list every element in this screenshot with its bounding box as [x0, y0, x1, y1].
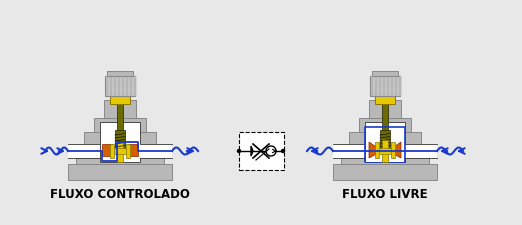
Bar: [369, 100, 401, 118]
Bar: [365, 127, 405, 162]
Bar: [134, 76, 136, 96]
Bar: [126, 144, 130, 158]
Bar: [122, 76, 124, 96]
Circle shape: [238, 149, 241, 153]
Bar: [366, 157, 404, 162]
Bar: [359, 118, 411, 132]
Circle shape: [281, 149, 284, 153]
Bar: [110, 148, 130, 154]
Bar: [110, 144, 114, 158]
Bar: [370, 76, 400, 96]
Bar: [405, 144, 437, 158]
Bar: [379, 76, 381, 96]
Polygon shape: [388, 142, 401, 158]
Bar: [375, 96, 395, 104]
Bar: [382, 140, 388, 162]
Bar: [84, 132, 156, 148]
Bar: [365, 122, 405, 162]
Bar: [76, 148, 164, 164]
Bar: [110, 76, 112, 96]
Bar: [380, 130, 390, 148]
Bar: [106, 76, 108, 96]
Bar: [68, 164, 172, 180]
Bar: [126, 76, 128, 96]
Bar: [349, 132, 421, 148]
Bar: [104, 100, 136, 118]
Bar: [391, 76, 393, 96]
Bar: [391, 142, 395, 158]
Bar: [110, 96, 130, 104]
Bar: [118, 76, 120, 96]
Circle shape: [266, 146, 276, 156]
Bar: [333, 164, 437, 180]
Bar: [382, 100, 388, 136]
Bar: [341, 148, 429, 164]
Bar: [114, 76, 116, 96]
Bar: [387, 76, 389, 96]
Bar: [105, 76, 135, 96]
Bar: [375, 76, 377, 96]
Polygon shape: [251, 146, 253, 156]
Bar: [68, 144, 100, 158]
Bar: [117, 100, 123, 136]
Bar: [372, 71, 398, 76]
Bar: [140, 144, 172, 158]
Bar: [94, 118, 146, 132]
Bar: [395, 76, 397, 96]
Bar: [399, 76, 401, 96]
Bar: [117, 142, 123, 162]
Bar: [375, 142, 379, 158]
Bar: [371, 76, 373, 96]
Bar: [115, 130, 125, 148]
Text: FLUXO CONTROLADO: FLUXO CONTROLADO: [50, 188, 190, 201]
Bar: [375, 148, 395, 154]
Polygon shape: [369, 142, 382, 158]
Bar: [239, 132, 284, 170]
Text: FLUXO LIVRE: FLUXO LIVRE: [342, 188, 428, 201]
Bar: [102, 144, 112, 156]
Bar: [107, 71, 133, 76]
Bar: [100, 122, 140, 162]
Bar: [333, 144, 365, 158]
Bar: [130, 76, 132, 96]
Bar: [383, 76, 385, 96]
Bar: [128, 144, 138, 156]
